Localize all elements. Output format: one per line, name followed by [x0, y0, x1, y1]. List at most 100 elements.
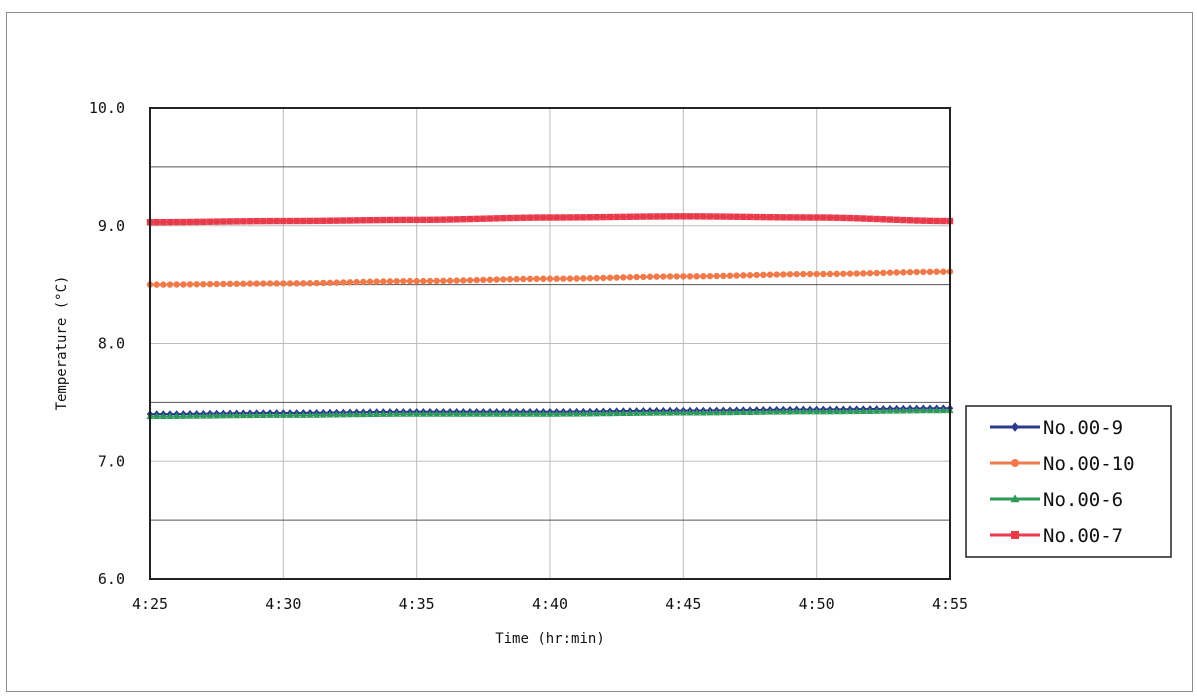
x-axis-label: Time (hr:min): [495, 631, 605, 647]
data-point: [473, 215, 480, 223]
data-point: [213, 412, 221, 419]
data-point: [613, 409, 621, 417]
data-point: [520, 275, 527, 283]
data-point: [940, 268, 947, 275]
data-point: [679, 409, 687, 416]
data-point: [639, 409, 647, 416]
data-point: [286, 217, 294, 225]
data-point: [793, 214, 800, 221]
data-point: [806, 407, 814, 415]
data-point: [726, 213, 734, 220]
data-point: [279, 411, 287, 418]
data-point: [520, 214, 527, 221]
data-point: [633, 409, 641, 416]
data-point: [526, 275, 534, 283]
data-point: [720, 272, 727, 280]
data-point: [273, 280, 280, 287]
data-point: [406, 216, 414, 224]
data-point: [600, 274, 607, 282]
data-point: [400, 216, 407, 224]
data-point: [346, 410, 354, 418]
data-point: [186, 281, 194, 288]
data-point: [740, 213, 747, 221]
data-point: [253, 280, 260, 287]
legend-swatch-marker: [1011, 531, 1019, 539]
data-point: [513, 410, 521, 417]
data-point: [873, 407, 881, 414]
data-point: [473, 276, 480, 284]
data-point: [813, 407, 821, 415]
data-point: [780, 271, 787, 278]
data-point: [853, 215, 860, 222]
data-point: [293, 411, 301, 418]
data-point: [453, 410, 461, 417]
data-point: [720, 213, 727, 220]
data-point: [846, 407, 854, 415]
data-point: [460, 277, 467, 284]
data-point: [933, 406, 941, 414]
data-point: [859, 407, 867, 415]
data-point: [386, 410, 394, 417]
data-point: [426, 277, 434, 285]
data-point: [286, 411, 294, 418]
data-point: [746, 272, 754, 279]
data-point: [566, 275, 574, 282]
data-point: [733, 213, 740, 220]
data-point: [200, 218, 207, 226]
data-point: [553, 410, 561, 417]
data-point: [293, 217, 300, 225]
data-point: [606, 409, 614, 417]
x-tick-label: 4:25: [132, 595, 168, 613]
data-point: [246, 218, 254, 225]
data-point: [326, 279, 334, 286]
data-point: [680, 273, 687, 280]
data-point: [406, 277, 414, 285]
data-point: [866, 269, 874, 277]
data-point: [933, 217, 940, 225]
data-point: [473, 410, 481, 417]
data-point: [919, 406, 927, 414]
data-point: [799, 407, 807, 415]
data-point: [699, 409, 707, 416]
data-point: [166, 281, 174, 288]
data-point: [926, 268, 934, 276]
data-point: [453, 216, 460, 223]
data-point: [240, 218, 247, 225]
data-point: [506, 410, 514, 417]
data-point: [820, 270, 827, 278]
data-point: [459, 410, 467, 417]
data-point: [159, 412, 167, 420]
data-point: [873, 215, 880, 223]
data-point: [220, 218, 227, 225]
data-point: [160, 218, 167, 226]
data-point: [513, 214, 520, 222]
data-point: [666, 409, 674, 416]
x-tick-label: 4:30: [265, 595, 301, 613]
data-point: [686, 213, 694, 220]
legend-entry: No.00-10: [990, 453, 1135, 475]
data-point: [173, 281, 180, 288]
data-point: [306, 280, 314, 287]
data-point: [420, 277, 427, 285]
data-point: [700, 213, 707, 220]
data-point: [346, 217, 354, 224]
data-point: [686, 273, 694, 280]
data-point: [433, 277, 440, 285]
data-point: [886, 216, 894, 223]
data-point: [666, 213, 674, 220]
data-point: [626, 213, 634, 220]
data-point: [333, 411, 341, 418]
data-point: [766, 408, 774, 415]
data-point: [913, 406, 921, 414]
legend-entry: No.00-9: [990, 417, 1123, 439]
data-point: [606, 274, 614, 281]
data-point: [219, 411, 227, 419]
data-point: [726, 408, 734, 416]
data-point: [846, 270, 854, 277]
data-point: [593, 409, 601, 417]
data-point: [320, 217, 327, 224]
data-point: [599, 409, 607, 417]
series-No.00-6: [146, 406, 954, 420]
data-point: [493, 215, 500, 222]
data-point: [686, 409, 694, 416]
